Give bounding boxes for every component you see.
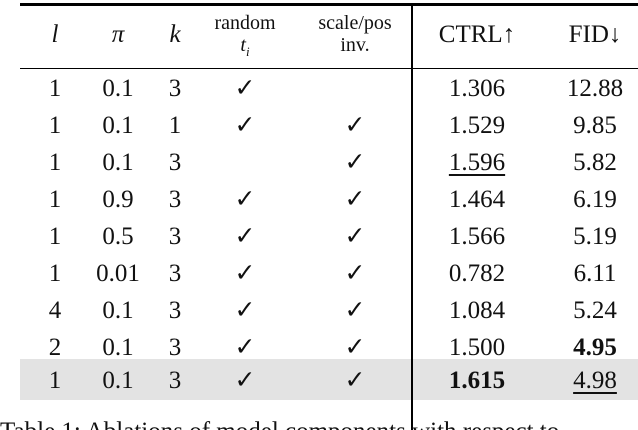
top-rule: [20, 3, 638, 6]
cell-random: ✓: [234, 223, 256, 250]
cell-k: 3: [168, 334, 182, 361]
header-ctrl: CTRL↑: [438, 21, 516, 48]
cell-ctrl: 1.306: [448, 75, 506, 102]
header-random-line1: random: [214, 12, 276, 34]
highlighted-row-background: [20, 359, 638, 400]
column-divider: [411, 5, 413, 430]
cell-pi: 0.1: [102, 149, 134, 176]
cell-random: ✓: [234, 112, 256, 139]
cell-l: 1: [48, 223, 62, 250]
header-scale-line2: inv.: [340, 34, 370, 56]
cell-random: ✓: [234, 334, 256, 361]
cell-l: 1: [48, 149, 62, 176]
cell-k: 3: [168, 223, 182, 250]
cell-ctrl: 1.615: [448, 367, 506, 394]
header-random-sub: i: [245, 44, 250, 59]
cell-random: ✓: [234, 367, 256, 394]
cell-fid: 5.24: [573, 297, 617, 324]
header-fid: FID↓: [568, 21, 622, 48]
header-k: k: [169, 21, 181, 48]
cell-l: 1: [48, 260, 62, 287]
cell-pi: 0.1: [102, 112, 134, 139]
cell-scale: ✓: [344, 334, 366, 361]
cell-scale: ✓: [344, 297, 366, 324]
cell-l: 1: [48, 186, 62, 213]
cell-k: 3: [168, 75, 182, 102]
header-random: random ti: [214, 12, 275, 59]
cell-k: 3: [168, 297, 182, 324]
cell-ctrl: 0.782: [448, 260, 506, 287]
cell-random: ✓: [234, 260, 256, 287]
cell-pi: 0.9: [102, 186, 134, 213]
cell-ctrl: 1.566: [448, 223, 506, 250]
header-rule: [20, 68, 638, 69]
cell-random: ✓: [234, 297, 256, 324]
cell-pi: 0.1: [102, 297, 134, 324]
cell-k: 3: [168, 260, 182, 287]
cell-fid: 6.11: [573, 260, 617, 287]
cell-fid: 6.19: [573, 186, 617, 213]
cell-pi: 0.1: [102, 334, 134, 361]
cell-l: 4: [48, 297, 62, 324]
cell-ctrl: 1.500: [448, 334, 506, 361]
cell-l: 2: [48, 334, 62, 361]
cell-pi: 0.1: [102, 367, 134, 394]
cell-scale: ✓: [344, 149, 366, 176]
cell-ctrl: 1.596: [448, 149, 506, 176]
cell-pi: 0.01: [96, 260, 140, 287]
cell-pi: 0.1: [102, 75, 134, 102]
header-scale-line1: scale/pos: [318, 12, 392, 34]
cell-fid: 5.82: [573, 149, 617, 176]
cell-scale: ✓: [344, 260, 366, 287]
cell-k: 3: [168, 149, 182, 176]
cell-l: 1: [48, 75, 62, 102]
cell-scale: ✓: [344, 186, 366, 213]
table-caption: Table 1: Ablations of model components w…: [0, 418, 559, 430]
cell-l: 1: [48, 112, 62, 139]
header-l: l: [51, 21, 59, 48]
header-scale-pos: scale/pos inv.: [318, 12, 391, 56]
cell-ctrl: 1.084: [448, 297, 506, 324]
cell-ctrl: 1.529: [448, 112, 506, 139]
cell-fid: 4.95: [573, 334, 617, 361]
cell-fid: 4.98: [573, 367, 617, 394]
cell-random: ✓: [234, 186, 256, 213]
cell-fid: 12.88: [566, 75, 624, 102]
cell-fid: 5.19: [573, 223, 617, 250]
cell-pi: 0.5: [102, 223, 134, 250]
cell-k: 3: [168, 186, 182, 213]
cell-k: 1: [168, 112, 182, 139]
header-pi: π: [111, 21, 125, 48]
cell-ctrl: 1.464: [448, 186, 506, 213]
cell-random: ✓: [234, 75, 256, 102]
header-random-t: t: [240, 34, 246, 56]
cell-l: 1: [48, 367, 62, 394]
cell-scale: ✓: [344, 223, 366, 250]
cell-scale: ✓: [344, 112, 366, 139]
cell-scale: ✓: [344, 367, 366, 394]
cell-k: 3: [168, 367, 182, 394]
cell-fid: 9.85: [573, 112, 617, 139]
